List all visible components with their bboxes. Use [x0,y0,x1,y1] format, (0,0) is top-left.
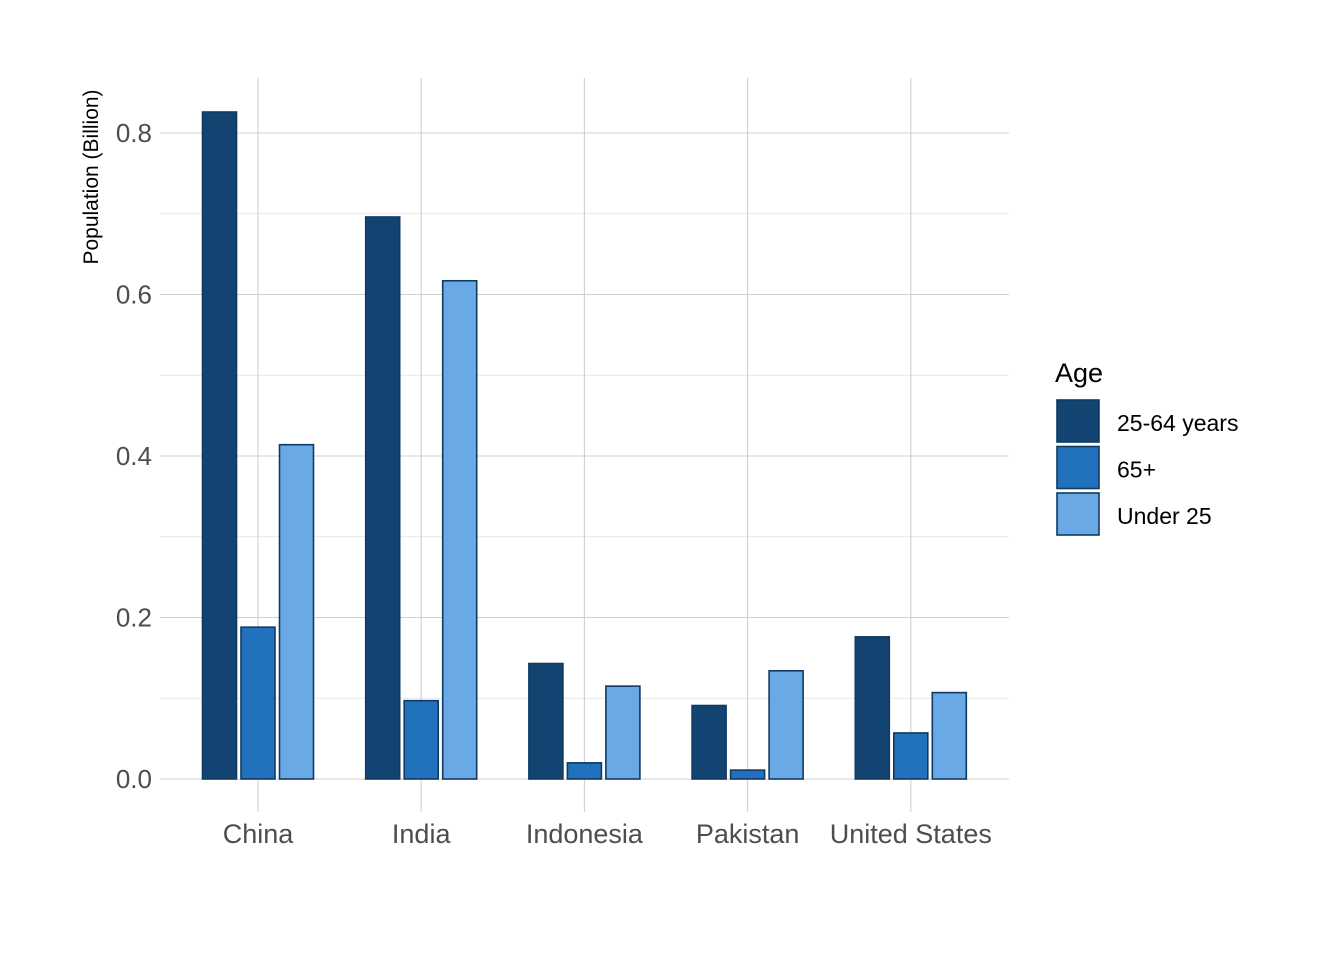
x-category-label: China [223,819,295,849]
y-tick-label: 0.0 [116,764,152,794]
legend-title: Age [1055,358,1103,388]
legend-item-65-: 65+ [1056,445,1156,490]
bar-united-states-under-25 [931,691,968,780]
bar-china-65- [240,626,276,780]
bar-india-65- [403,699,440,780]
bar-indonesia-under-25 [605,685,641,780]
y-tick-label: 0.4 [116,441,152,471]
y-axis-title: Population (Billion) [80,89,103,264]
x-category-label: India [392,819,452,849]
bar-pakistan-65- [729,769,766,780]
legend-swatch [1056,399,1100,443]
x-axis-category-labels: China India Indonesia Pakistan United States [223,819,992,849]
y-tick-label: 0.8 [116,118,152,148]
bar-united-states-25-64-years [854,636,891,780]
legend-swatch [1056,445,1100,490]
bar-indonesia-65- [566,762,603,780]
legend: Age 25-64 years 65+ Under 25 [1055,358,1238,536]
y-tick-label: 0.6 [116,280,152,310]
legend-swatch [1056,492,1100,536]
y-tick-label: 0.2 [116,603,152,633]
bar-india-25-64-years [364,216,401,780]
x-category-label: United States [830,819,992,849]
x-category-label: Indonesia [526,819,644,849]
bars [201,111,968,780]
legend-items: 25-64 years 65+ Under 25 [1056,399,1238,536]
legend-item-25-64-years: 25-64 years [1056,399,1238,443]
bar-pakistan-under-25 [768,669,804,780]
legend-label: 65+ [1117,457,1156,483]
y-axis-tick-labels: 0.0 0.2 0.4 0.6 0.8 [116,118,152,794]
x-category-label: Pakistan [696,819,800,849]
legend-label: Under 25 [1117,503,1212,529]
bar-china-under-25 [278,443,315,780]
bar-china-25-64-years [201,111,238,780]
bar-pakistan-25-64-years [691,704,727,780]
legend-item-under-25: Under 25 [1056,492,1212,536]
bar-indonesia-25-64-years [528,662,564,780]
legend-label: 25-64 years [1117,410,1238,436]
grid-lines [160,78,1009,812]
bar-united-states-65- [892,732,929,780]
bar-india-under-25 [441,279,478,780]
